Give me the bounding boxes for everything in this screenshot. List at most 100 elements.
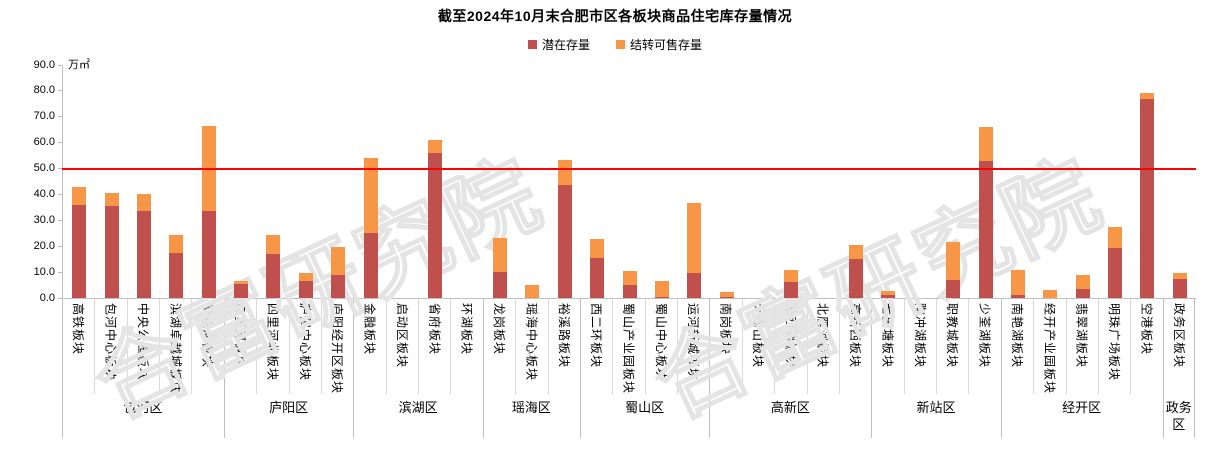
bar-segment-potential [1075, 289, 1090, 298]
bar-segment-carryover [331, 247, 346, 275]
block-separator [385, 299, 387, 394]
bar-segment-carryover [654, 281, 669, 297]
bar-segment-carryover [881, 291, 896, 295]
x-category-label: 陶冲湖板块 [912, 303, 927, 369]
legend-swatch-potential [527, 40, 537, 49]
y-tick [58, 193, 62, 195]
block-separator [159, 299, 161, 394]
bar-segment-carryover [719, 292, 734, 297]
y-tick-label: 40.0 [33, 187, 55, 200]
x-category-label: 政务区板块 [1171, 303, 1186, 369]
x-category-label: 南淝河板块 [200, 303, 215, 369]
bar-segment-potential [590, 258, 605, 298]
x-category-label: 高铁板块 [71, 303, 86, 356]
bar-segment-potential [201, 211, 216, 298]
y-tick [58, 219, 62, 221]
bar-segment-potential [72, 205, 87, 298]
block-separator [547, 299, 549, 394]
bar-segment-potential [136, 211, 151, 298]
bar-segment-carryover [1010, 270, 1025, 295]
bar-segment-carryover [136, 194, 151, 211]
y-tick [58, 64, 62, 66]
bar-segment-potential [1172, 279, 1187, 298]
block-separator [126, 299, 128, 394]
bar-segment-potential [298, 281, 313, 298]
block-separator [515, 299, 517, 394]
block-separator [838, 299, 840, 394]
district-label: 滨湖区 [398, 400, 438, 415]
bar-segment-carryover [1075, 275, 1090, 289]
bar-segment-potential [719, 297, 734, 298]
legend-item-potential: 潜在存量 [527, 36, 590, 53]
bar-segment-carryover [557, 160, 572, 185]
x-category-label: 瑶海中心板块 [524, 303, 539, 382]
y-tick-label: 80.0 [33, 84, 55, 97]
block-separator [450, 299, 452, 394]
bar-segment-potential [234, 284, 249, 298]
bar-segment-carryover [363, 158, 378, 233]
district-separator [353, 299, 355, 438]
bar-segment-carryover [234, 281, 249, 284]
legend-label-carryover: 结转可售存量 [630, 38, 703, 52]
y-tick [58, 90, 62, 92]
x-category-label: 翡翠湖板块 [1074, 303, 1089, 369]
y-tick [58, 271, 62, 273]
bar-segment-carryover [169, 235, 184, 253]
y-tick [58, 168, 62, 170]
x-category-label: 裕溪路板块 [556, 303, 571, 369]
legend-item-carryover: 结转可售存量 [616, 36, 702, 53]
x-category-label: 西二环板块 [589, 303, 604, 369]
block-separator [677, 299, 679, 394]
bar-segment-carryover [978, 127, 993, 161]
bar-segment-potential [978, 161, 993, 298]
bar-segment-potential [557, 185, 572, 298]
x-category-label: 四里河板块 [233, 303, 248, 369]
y-axis-unit-label: 万㎡ [68, 59, 90, 71]
block-separator [612, 299, 614, 394]
district-separator [871, 299, 873, 438]
bar-segment-carryover [590, 239, 605, 258]
x-category-label: 四里河北板块 [265, 303, 280, 382]
x-category-label: 少荃湖板块 [977, 303, 992, 369]
district-label: 庐阳区 [269, 400, 309, 415]
x-category-label: 七里塘板块 [880, 303, 895, 369]
block-separator [256, 299, 258, 394]
district-separator [709, 299, 711, 438]
bar-segment-potential [849, 259, 864, 298]
district-separator [223, 299, 225, 438]
district-label: 经开区 [1062, 400, 1102, 415]
bar-segment-carryover [1172, 273, 1187, 279]
y-tick [58, 245, 62, 247]
block-separator [968, 299, 970, 394]
x-category-label: 蜀山中心板块 [653, 303, 668, 382]
x-category-label: 南岗板块 [718, 303, 733, 356]
y-tick-label: 10.0 [33, 265, 55, 278]
bar-segment-carryover [428, 140, 443, 153]
x-category-label: 空港板块 [1139, 303, 1154, 356]
bar-segment-carryover [72, 187, 87, 205]
x-category-label: 滨湖卓越城板块 [168, 303, 183, 395]
bar-segment-potential [363, 233, 378, 298]
bar-segment-carryover [1043, 290, 1058, 298]
bar-segment-potential [784, 282, 799, 298]
x-category-label: 高新西板块 [848, 303, 863, 369]
bar-segment-carryover [1108, 227, 1123, 248]
y-tick-label: 50.0 [33, 162, 55, 175]
legend-swatch-carryover [616, 40, 625, 49]
x-category-label: 职教城板块 [945, 303, 960, 369]
block-separator [1065, 299, 1067, 394]
bar-segment-potential [428, 153, 443, 298]
bar-segment-potential [1140, 99, 1155, 298]
bar-segment-potential [881, 295, 896, 298]
block-separator [741, 299, 743, 394]
y-tick-label: 70.0 [33, 110, 55, 123]
block-separator [936, 299, 938, 394]
x-category-label: 中央公园板块 [135, 303, 150, 382]
bar-segment-carryover [525, 285, 540, 298]
bar-segment-carryover [266, 235, 281, 254]
reference-line [62, 167, 1196, 170]
bar-segment-carryover [784, 270, 799, 282]
district-separator [1000, 299, 1002, 438]
x-category-label: 运河新城板块 [686, 303, 701, 382]
district-separator [62, 299, 63, 438]
